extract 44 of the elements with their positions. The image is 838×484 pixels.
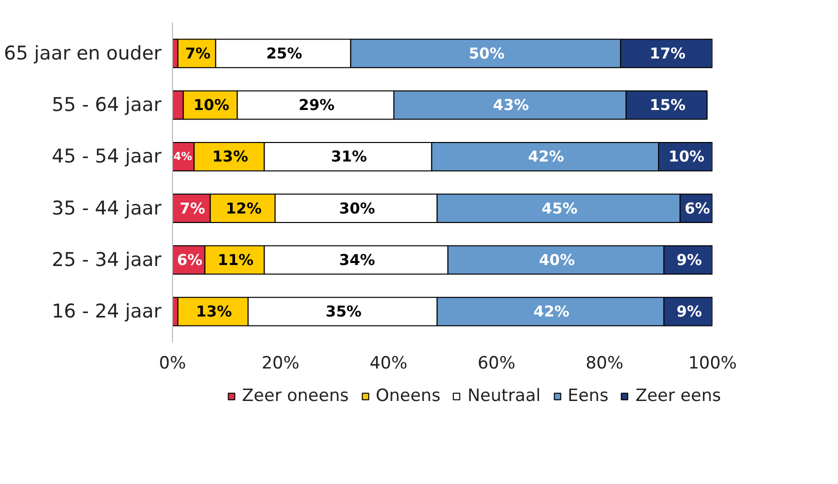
data-label: 43% [493,96,529,114]
data-label: 42% [534,302,570,321]
y-tick-label: 35 - 44 jaar [52,197,162,220]
data-label: 10% [668,148,704,166]
y-tick-label: 65 jaar en ouder [4,42,162,64]
data-label: 42% [528,148,564,166]
legend-label: Oneens [376,386,440,406]
data-label: 17% [650,44,686,62]
data-label: 35% [326,302,362,321]
legend-label: Eens [568,386,608,406]
x-tick-label: 100% [688,354,737,374]
data-label: 10% [193,96,230,114]
data-label: 31% [331,148,367,166]
data-label: 7% [185,44,211,62]
y-tick-label: 55 - 64 jaar [52,94,162,116]
data-label: 9% [676,250,702,269]
data-label: 40% [538,250,575,269]
legend-label: Zeer eens [635,386,721,406]
data-label: 50% [468,44,505,62]
y-tick-label: 25 - 34 jaar [52,248,162,271]
data-label: 12% [226,199,262,218]
data-label: 6% [684,199,710,218]
data-label: 13% [196,302,232,321]
data-label: 25% [266,44,302,62]
x-tick-label: 0% [159,354,186,374]
legend-label: Neutraal [467,386,541,406]
data-label: 9% [676,302,702,321]
legend-label: Zeer oneens [242,386,349,406]
x-tick-label: 60% [478,354,516,374]
data-label: 29% [298,96,335,114]
data-label: 6% [176,250,202,269]
data-label: 7% [180,199,206,218]
y-tick-label: 45 - 54 jaar [52,146,162,168]
x-tick-label: 20% [262,354,300,374]
data-label: 11% [218,250,254,269]
data-label: 30% [339,199,376,218]
data-label: 45% [542,199,578,218]
data-label: 34% [339,250,376,269]
y-tick-label: 16 - 24 jaar [52,300,162,323]
data-label: 13% [212,148,248,166]
data-label: 15% [650,96,686,114]
data-label: 4% [174,150,192,164]
x-tick-label: 80% [586,354,624,374]
x-tick-label: 40% [370,354,408,374]
